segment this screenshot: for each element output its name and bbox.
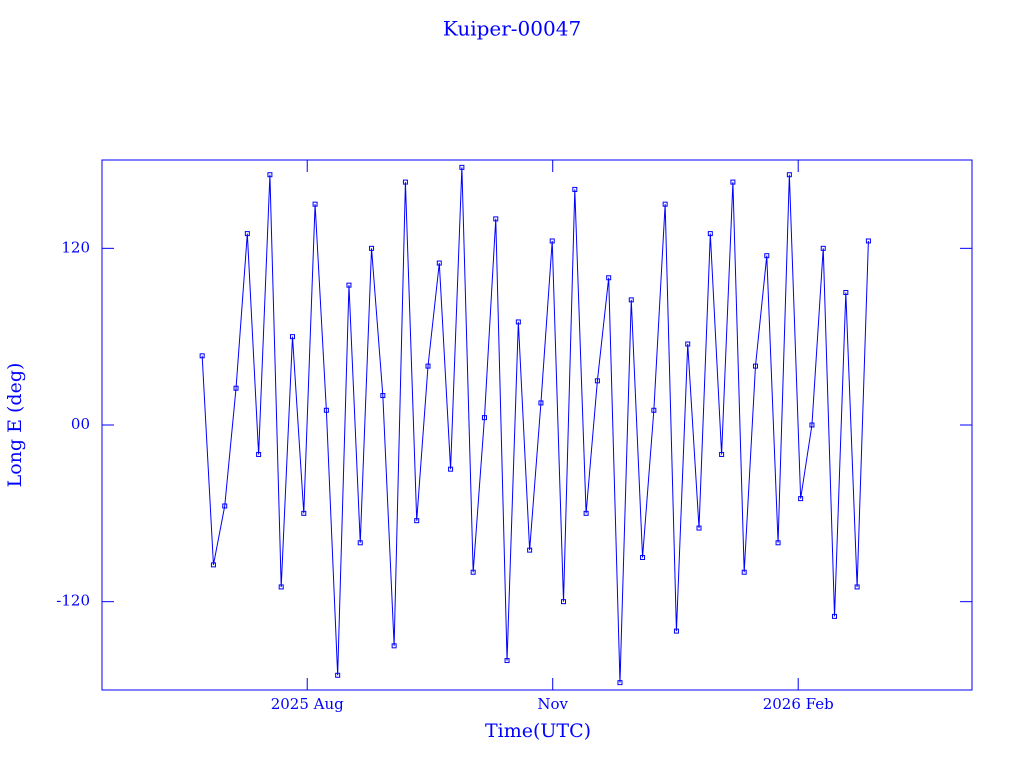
data-point — [617, 680, 623, 686]
data-point — [357, 540, 363, 546]
x-tick-label: 2025 Aug — [271, 695, 344, 713]
data-point — [346, 282, 352, 288]
data-point — [719, 451, 725, 457]
data-point — [493, 216, 499, 222]
data-point — [436, 260, 442, 266]
data-point — [832, 613, 838, 619]
chart-title: Kuiper-00047 — [443, 17, 581, 41]
data-point — [504, 658, 510, 664]
data-point — [865, 238, 871, 244]
data-point — [798, 496, 804, 502]
data-point — [640, 555, 646, 560]
data-point — [628, 297, 634, 303]
data-point — [481, 415, 487, 421]
data-point — [572, 186, 578, 192]
data-point — [425, 363, 431, 369]
data-point — [538, 400, 544, 406]
data-point — [312, 201, 318, 207]
data-point — [323, 407, 329, 413]
y-tick-label: -120 — [56, 592, 90, 610]
data-point — [448, 466, 454, 472]
data-point — [606, 275, 612, 281]
data-point — [786, 172, 792, 178]
y-axis-label: Long E (deg) — [4, 363, 26, 488]
data-point — [820, 245, 826, 251]
data-point — [854, 584, 860, 590]
data-point — [256, 451, 262, 457]
data-point — [696, 525, 702, 531]
data-point — [335, 672, 341, 678]
data-point — [267, 172, 273, 178]
data-point — [775, 540, 781, 546]
data-point — [662, 201, 668, 207]
data-point — [752, 363, 758, 369]
data-point — [673, 628, 679, 634]
data-point — [199, 353, 205, 359]
data-line — [201, 167, 869, 683]
data-point — [233, 385, 239, 391]
data-point — [843, 290, 849, 295]
data-point — [210, 562, 216, 568]
y-tick-label: 120 — [61, 238, 90, 256]
y-tick-label: 00 — [71, 415, 90, 433]
data-point — [391, 643, 397, 649]
data-point — [561, 599, 567, 605]
data-point — [707, 231, 713, 237]
data-point — [685, 341, 691, 347]
data-point — [369, 245, 375, 251]
data-point — [470, 569, 476, 575]
data-point — [583, 510, 589, 516]
data-point — [515, 319, 521, 325]
data-point — [594, 378, 600, 384]
x-tick-label: 2026 Feb — [763, 695, 834, 713]
data-point — [651, 407, 657, 413]
x-axis-label: Time(UTC) — [485, 720, 591, 742]
data-point — [730, 179, 736, 185]
data-point — [301, 510, 307, 516]
data-point — [414, 518, 420, 524]
data-point — [527, 547, 533, 553]
data-point — [244, 231, 250, 237]
data-point — [809, 422, 815, 428]
data-point — [380, 393, 386, 399]
data-point — [222, 503, 228, 509]
data-point — [289, 334, 295, 340]
data-point — [278, 584, 284, 590]
x-tick-label: Nov — [537, 695, 568, 713]
data-point — [741, 569, 747, 575]
data-point — [549, 238, 555, 244]
data-point — [459, 164, 465, 170]
data-point — [764, 253, 770, 259]
data-point — [402, 179, 408, 185]
